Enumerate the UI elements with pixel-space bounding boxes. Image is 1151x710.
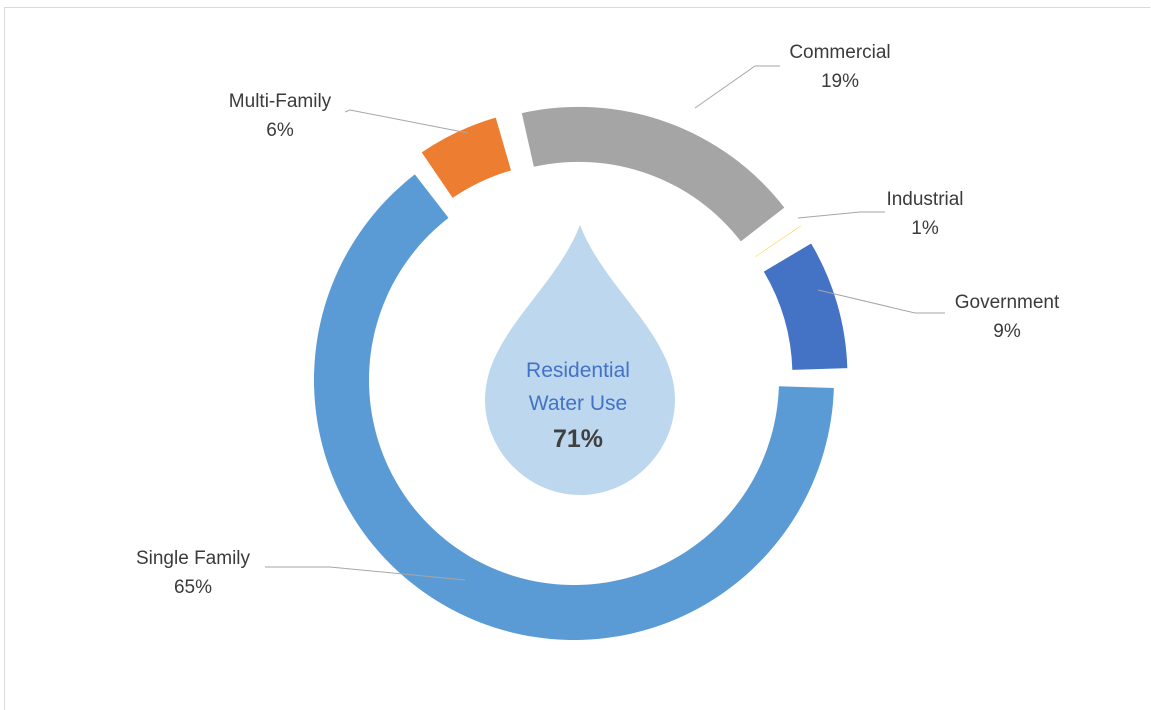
data-label-group: Single Family 65% Multi-Family 6% Commercial… <box>136 42 1060 598</box>
category-label: Government <box>955 292 1060 313</box>
value-label: 1% <box>911 218 939 239</box>
chart-frame <box>4 7 1150 710</box>
value-label: 65% <box>174 577 212 598</box>
slice-group <box>314 106 848 640</box>
value-label: 6% <box>266 120 294 141</box>
category-label: Multi-Family <box>229 91 332 112</box>
center-value: 71% <box>553 425 603 453</box>
value-label: 19% <box>821 71 859 92</box>
leader-line-group <box>265 65 945 581</box>
leader-line <box>797 211 885 219</box>
center-label-line1: Residential <box>526 359 630 382</box>
leader-line <box>817 289 945 314</box>
center-label-line2: Water Use <box>529 392 627 415</box>
value-label: 9% <box>993 321 1021 342</box>
water-drop-icon <box>485 225 675 495</box>
leader-line <box>265 566 466 581</box>
slice-government <box>763 243 848 370</box>
slice-multi-family <box>421 117 512 198</box>
leader-line <box>344 109 469 134</box>
category-label: Single Family <box>136 548 251 569</box>
leader-line <box>694 65 780 109</box>
category-label: Industrial <box>886 189 963 210</box>
category-label: Commercial <box>789 42 890 63</box>
slice-industrial <box>755 225 801 258</box>
slice-commercial <box>521 106 785 242</box>
